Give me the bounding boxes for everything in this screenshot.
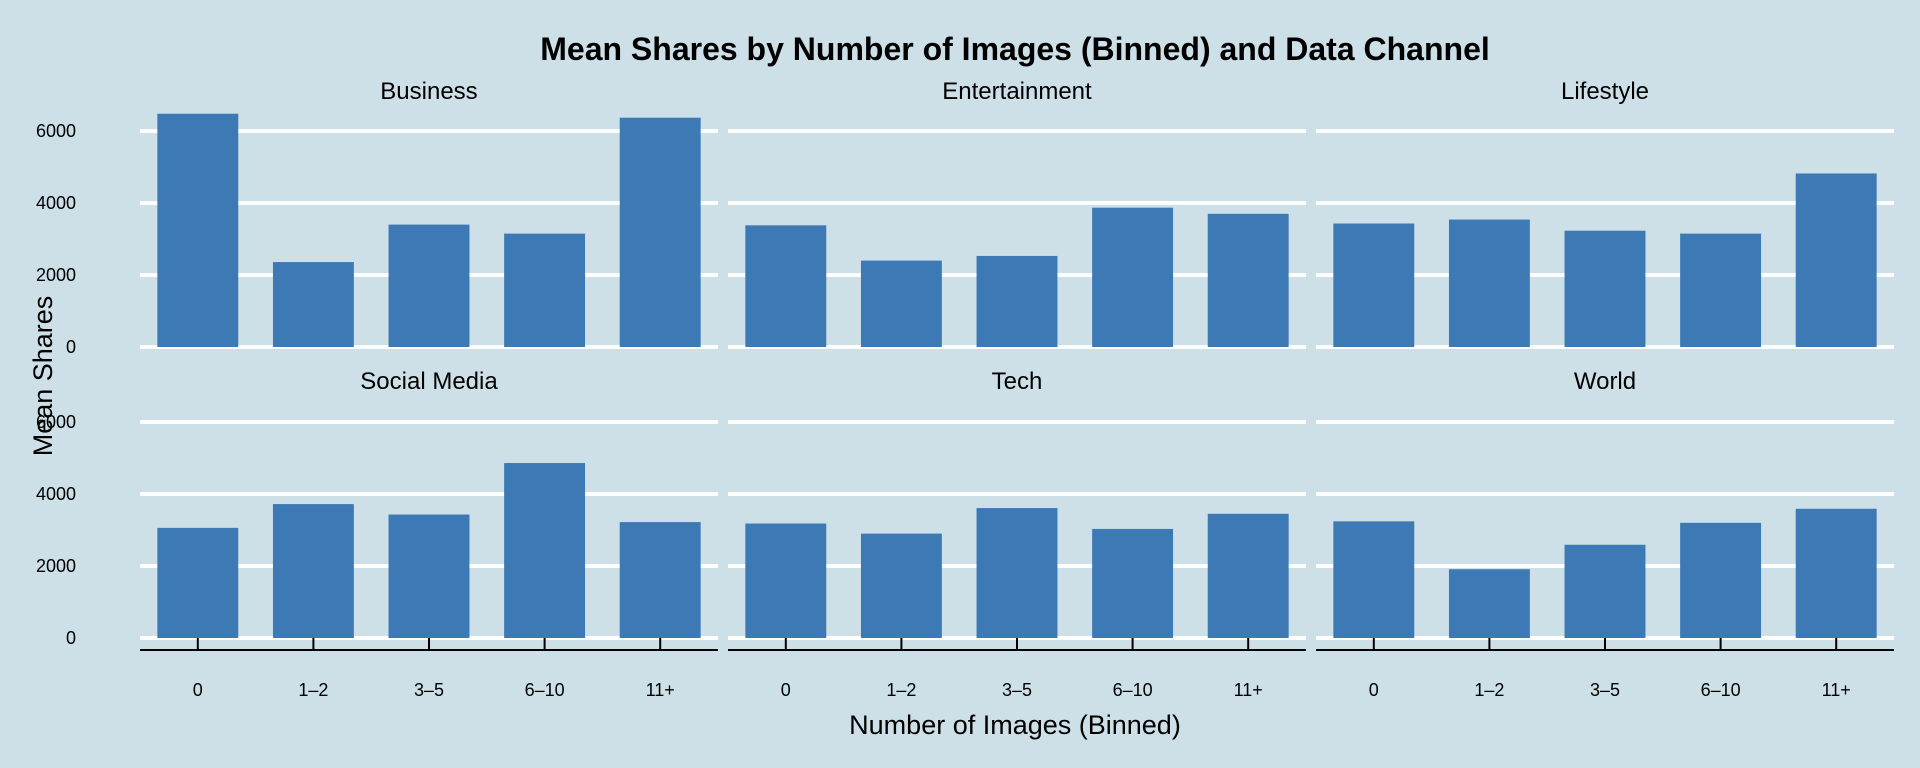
x-tick-label-tech-0: 0: [781, 680, 791, 700]
y-tick-label-4000: 4000: [36, 484, 76, 504]
bar-tech-1-2: [860, 533, 942, 638]
x-tick-label-tech-11: 11+: [1234, 680, 1263, 700]
bar-lifestyle-6-10: [1680, 233, 1762, 347]
bar-entertainment-6-10: [1092, 207, 1174, 347]
x-tick-label-tech-6-10: 6–10: [1113, 680, 1153, 700]
x-tick-label-social-media-6-10: 6–10: [525, 680, 565, 700]
bar-business-6-10: [504, 233, 586, 347]
bar-entertainment-0: [745, 225, 827, 347]
bar-entertainment-11: [1207, 213, 1289, 347]
x-tick-label-social-media-0: 0: [193, 680, 203, 700]
panel-lifestyle: Lifestyle: [1316, 78, 1894, 349]
bar-lifestyle-1-2: [1448, 219, 1530, 347]
facet-label-tech: Tech: [992, 368, 1043, 395]
facet-panels: Business 0 2000 4000 6000 Entertainment Lifest…: [36, 78, 1894, 700]
bar-tech-6-10: [1092, 528, 1174, 638]
bar-world-11: [1795, 508, 1877, 638]
x-tick-label-world-11: 11+: [1822, 680, 1851, 700]
panel-social-media: Social Media 0 2000 4000 6000 0 1–2 3–5 6–10 11+: [36, 368, 718, 700]
bar-business-3-5: [388, 224, 470, 347]
bar-tech-0: [745, 523, 827, 638]
bar-business-11: [619, 117, 701, 348]
panel-business: Business 0 2000 4000 6000: [36, 78, 718, 357]
facet-label-social-media: Social Media: [360, 368, 498, 395]
y-tick-label-4000: 4000: [36, 193, 76, 213]
facet-label-business: Business: [380, 78, 477, 105]
bar-business-0: [157, 113, 239, 347]
bar-lifestyle-11: [1795, 173, 1877, 347]
bar-business-1-2: [272, 262, 354, 347]
facet-label-world: World: [1574, 368, 1636, 395]
bar-world-6-10: [1680, 522, 1762, 638]
x-tick-label-world-1-2: 1–2: [1474, 680, 1504, 700]
bar-world-3-5: [1564, 544, 1646, 638]
bar-world-1-2: [1448, 569, 1530, 638]
facet-label-entertainment: Entertainment: [942, 78, 1092, 105]
bar-lifestyle-3-5: [1564, 230, 1646, 347]
bar-social-media-6-10: [504, 463, 586, 638]
y-axis-title: Mean Shares: [28, 296, 58, 457]
bar-tech-11: [1207, 513, 1289, 638]
bar-social-media-3-5: [388, 514, 470, 638]
panel-entertainment: Entertainment: [728, 78, 1306, 349]
y-tick-label-0: 0: [66, 628, 76, 648]
x-tick-label-world-0: 0: [1369, 680, 1379, 700]
bar-social-media-0: [157, 527, 239, 638]
y-tick-label-6000: 6000: [36, 121, 76, 141]
bar-lifestyle-0: [1333, 223, 1415, 347]
x-tick-label-world-6-10: 6–10: [1701, 680, 1741, 700]
panel-world: World 0 1–2 3–5 6–10 11+: [1316, 368, 1894, 700]
bar-social-media-11: [619, 522, 701, 638]
y-tick-label-6000: 6000: [36, 412, 76, 432]
x-tick-label-tech-1-2: 1–2: [886, 680, 916, 700]
x-axis-title: Number of Images (Binned): [849, 710, 1181, 740]
x-tick-label-social-media-1-2: 1–2: [298, 680, 328, 700]
bar-social-media-1-2: [272, 504, 354, 638]
y-tick-label-0: 0: [66, 337, 76, 357]
bar-world-0: [1333, 521, 1415, 638]
y-tick-label-2000: 2000: [36, 265, 76, 285]
x-tick-label-tech-3-5: 3–5: [1002, 680, 1032, 700]
facet-label-lifestyle: Lifestyle: [1561, 78, 1649, 105]
bar-entertainment-1-2: [860, 260, 942, 347]
y-tick-label-2000: 2000: [36, 556, 76, 576]
x-tick-label-world-3-5: 3–5: [1590, 680, 1620, 700]
x-tick-label-social-media-3-5: 3–5: [414, 680, 444, 700]
bar-entertainment-3-5: [976, 255, 1058, 347]
bar-tech-3-5: [976, 508, 1058, 638]
panel-tech: Tech 0 1–2 3–5 6–10 11+: [728, 368, 1306, 700]
x-tick-label-social-media-11: 11+: [646, 680, 675, 700]
chart-title: Mean Shares by Number of Images (Binned)…: [540, 31, 1490, 67]
